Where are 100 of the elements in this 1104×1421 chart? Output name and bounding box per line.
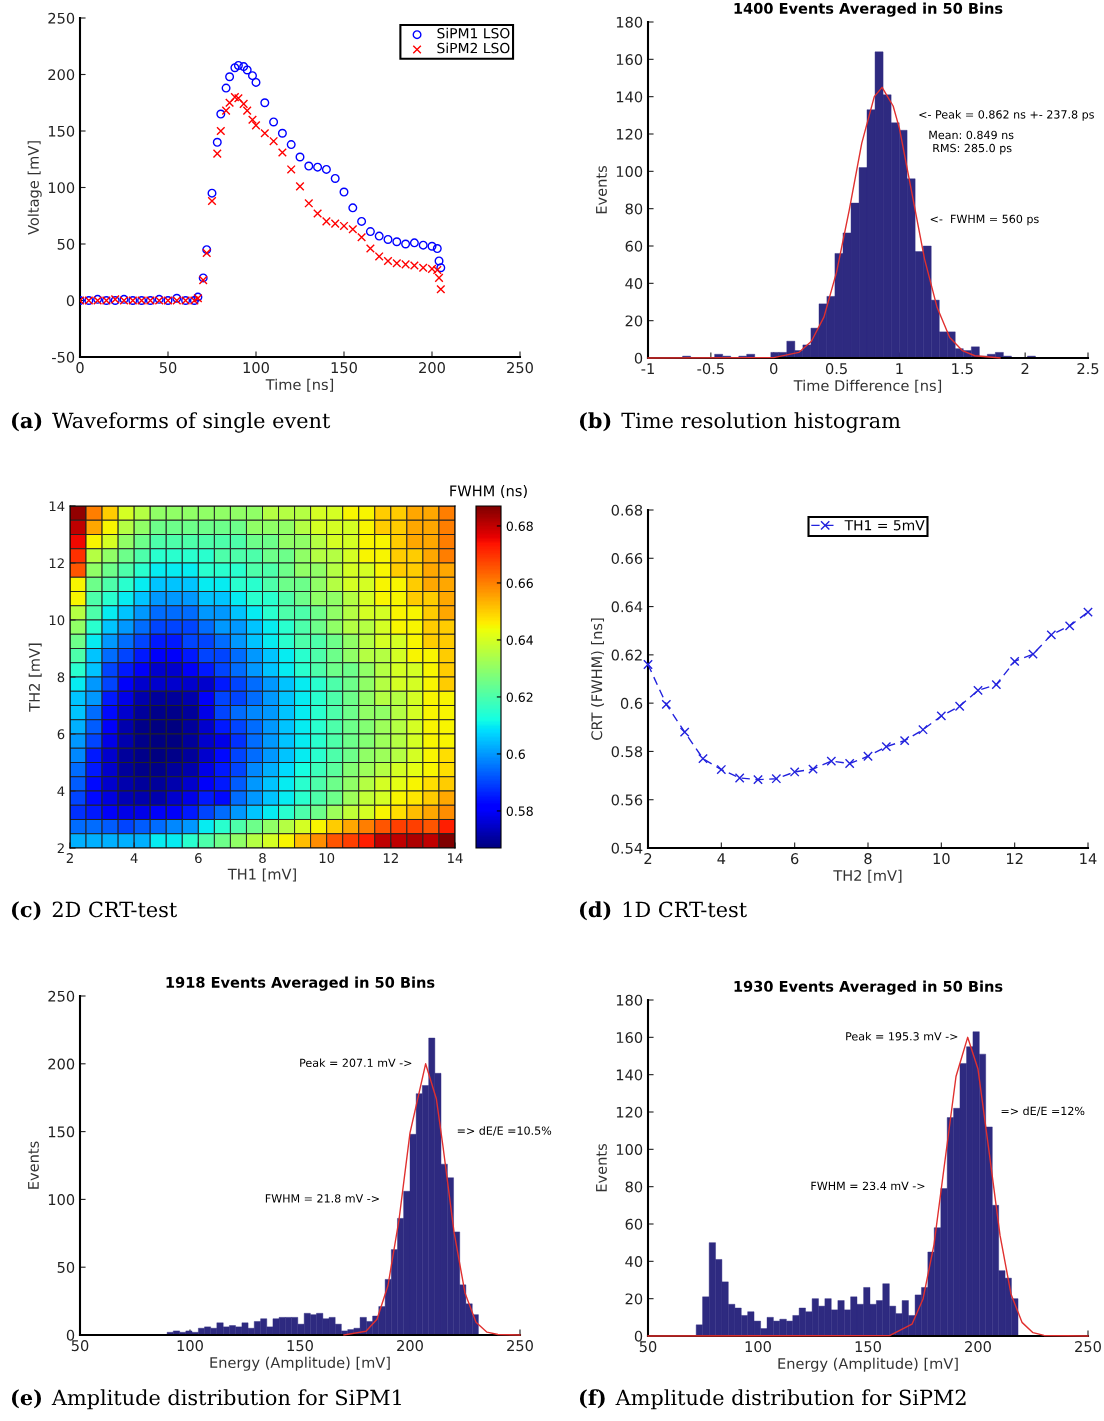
y-tick-label: 40 [625, 1256, 643, 1268]
y-tick-label: 0.54 [611, 842, 643, 854]
y-tick-label: 80 [625, 1181, 643, 1193]
x-tick-label: 100 [745, 1341, 771, 1353]
x-tick-label: 100 [177, 1340, 203, 1352]
y-tick-label: 100 [48, 1194, 75, 1206]
y-tick-label: 100 [616, 1144, 643, 1156]
x-axis-title: Energy (Amplitude) [mV] [210, 1356, 390, 1371]
y-tick-label: 2 [57, 843, 64, 854]
chart-title: 1400 Events Averaged in 50 Bins [734, 2, 1003, 17]
y-tick-label: 12 [49, 558, 64, 569]
y-tick-label: 150 [48, 125, 75, 137]
y-tick-label: 60 [625, 1218, 643, 1230]
y-tick-label: 0.62 [611, 649, 642, 661]
x-tick-label: 50 [159, 362, 177, 374]
text: (e) Amplitude distribution for SiPM1 [11, 1389, 401, 1410]
x-tick-label: 6 [791, 853, 799, 865]
legend-label: SiPM1 LSO [437, 27, 510, 39]
y-tick-label: 40 [625, 278, 643, 290]
y-tick-label: 200 [48, 69, 75, 81]
y-axis-title: CRT (FWHM) [ns] [591, 618, 604, 740]
x-tick-label: 200 [965, 1341, 991, 1353]
annotation: <- Peak = 0.862 ns +- 237.8 ps [919, 110, 1094, 121]
x-tick-label: 2 [644, 853, 652, 864]
y-tick-label: 100 [48, 182, 75, 194]
annotation: <- FWHM = 560 ps [930, 214, 1039, 226]
color-bar-label: 0.64 [506, 635, 533, 645]
x-tick-label: -1 [641, 363, 654, 374]
x-axis-title: Time [ns] [265, 378, 334, 392]
x-tick-label: 100 [243, 362, 269, 374]
y-tick-label: 20 [625, 315, 643, 327]
x-tick-label: 2.5 [1077, 363, 1099, 375]
y-tick-label: 200 [48, 1058, 75, 1070]
color-bar-label: 0.62 [506, 692, 533, 702]
y-tick-label: 0 [634, 1330, 643, 1342]
y-tick-label: 140 [616, 1069, 643, 1081]
x-axis-title: TH2 [mV] [833, 869, 902, 883]
color-bar-label: 0.68 [506, 521, 533, 531]
x-tick-label: 150 [855, 1341, 881, 1353]
y-tick-label: 50 [57, 1261, 75, 1273]
annotation: FWHM = 23.4 mV -> [811, 1181, 925, 1191]
annotation: FWHM = 21.8 mV -> [265, 1194, 379, 1203]
y-tick-label: 150 [48, 1126, 75, 1138]
x-tick-label: 150 [287, 1340, 313, 1352]
x-axis-title: Energy (Amplitude) [mV] [778, 1357, 958, 1372]
x-tick-label: 2 [1021, 363, 1029, 374]
x-tick-label: 10 [319, 853, 335, 864]
color-bar-title: FWHM (ns) [450, 485, 527, 499]
y-tick-label: 20 [625, 1293, 643, 1305]
y-tick-label: 6 [57, 729, 65, 740]
y-tick-label: 0.68 [611, 504, 643, 516]
y-tick-label: 0.66 [611, 553, 643, 565]
x-tick-label: 1.5 [952, 363, 973, 375]
x-tick-label: 4 [717, 853, 726, 864]
y-axis-title: Events [28, 1141, 39, 1189]
chart-title: 1918 Events Averaged in 50 Bins [166, 976, 435, 991]
y-tick-label: 250 [48, 12, 75, 24]
y-tick-label: 14 [49, 501, 65, 512]
x-tick-label: 14 [448, 853, 463, 863]
y-tick-label: 180 [616, 994, 643, 1006]
x-tick-label: 150 [331, 362, 357, 374]
annotation: Peak = 195.3 mV -> [846, 1031, 958, 1041]
y-tick-label: 0 [634, 352, 643, 364]
annotation: => dE/E =10.5% [457, 1126, 552, 1136]
legend-label: SiPM2 LSO [437, 42, 510, 54]
x-tick-label: 8 [259, 853, 266, 864]
y-tick-label: 180 [616, 16, 643, 28]
y-axis-title: Voltage [mV] [27, 141, 42, 235]
y-tick-label: 100 [616, 166, 643, 178]
y-tick-label: 60 [625, 240, 643, 252]
text: (b) Time resolution histogram [579, 412, 901, 433]
y-tick-label: 0.6 [620, 697, 643, 709]
y-tick-label: 160 [616, 54, 643, 66]
x-tick-label: 0 [770, 363, 778, 375]
x-axis-title: Time Difference [ns] [793, 379, 942, 393]
y-tick-label: 140 [616, 91, 643, 103]
y-tick-label: 0.58 [611, 746, 643, 758]
annotation: RMS: 285.0 ps [933, 143, 1012, 155]
y-axis-title: Events [596, 1144, 607, 1192]
chart-title: 1930 Events Averaged in 50 Bins [734, 980, 1003, 995]
y-tick-label: 0 [66, 295, 75, 307]
y-tick-label: 80 [625, 203, 643, 215]
y-tick-label: 250 [48, 990, 75, 1002]
x-tick-label: -0.5 [697, 363, 724, 375]
text: (d) 1D CRT-test [579, 901, 747, 921]
y-tick-label: 0 [66, 1329, 75, 1341]
x-tick-label: 8 [864, 853, 872, 865]
annotation: Peak = 207.1 mV -> [300, 1058, 412, 1068]
x-tick-label: 250 [1075, 1341, 1101, 1353]
x-tick-label: 10 [933, 853, 950, 865]
text: (a) Waveforms of single event [11, 412, 331, 433]
x-tick-label: 14 [1080, 853, 1097, 864]
x-tick-label: 200 [397, 1340, 423, 1352]
x-tick-label: 250 [507, 362, 533, 374]
y-tick-label: 120 [616, 1106, 643, 1118]
color-bar-label: 0.58 [506, 806, 533, 816]
text: (f) Amplitude distribution for SiPM2 [579, 1389, 966, 1410]
y-tick-label: 10 [49, 615, 65, 626]
x-tick-label: 250 [507, 1340, 533, 1352]
x-tick-label: 0.5 [825, 363, 847, 375]
